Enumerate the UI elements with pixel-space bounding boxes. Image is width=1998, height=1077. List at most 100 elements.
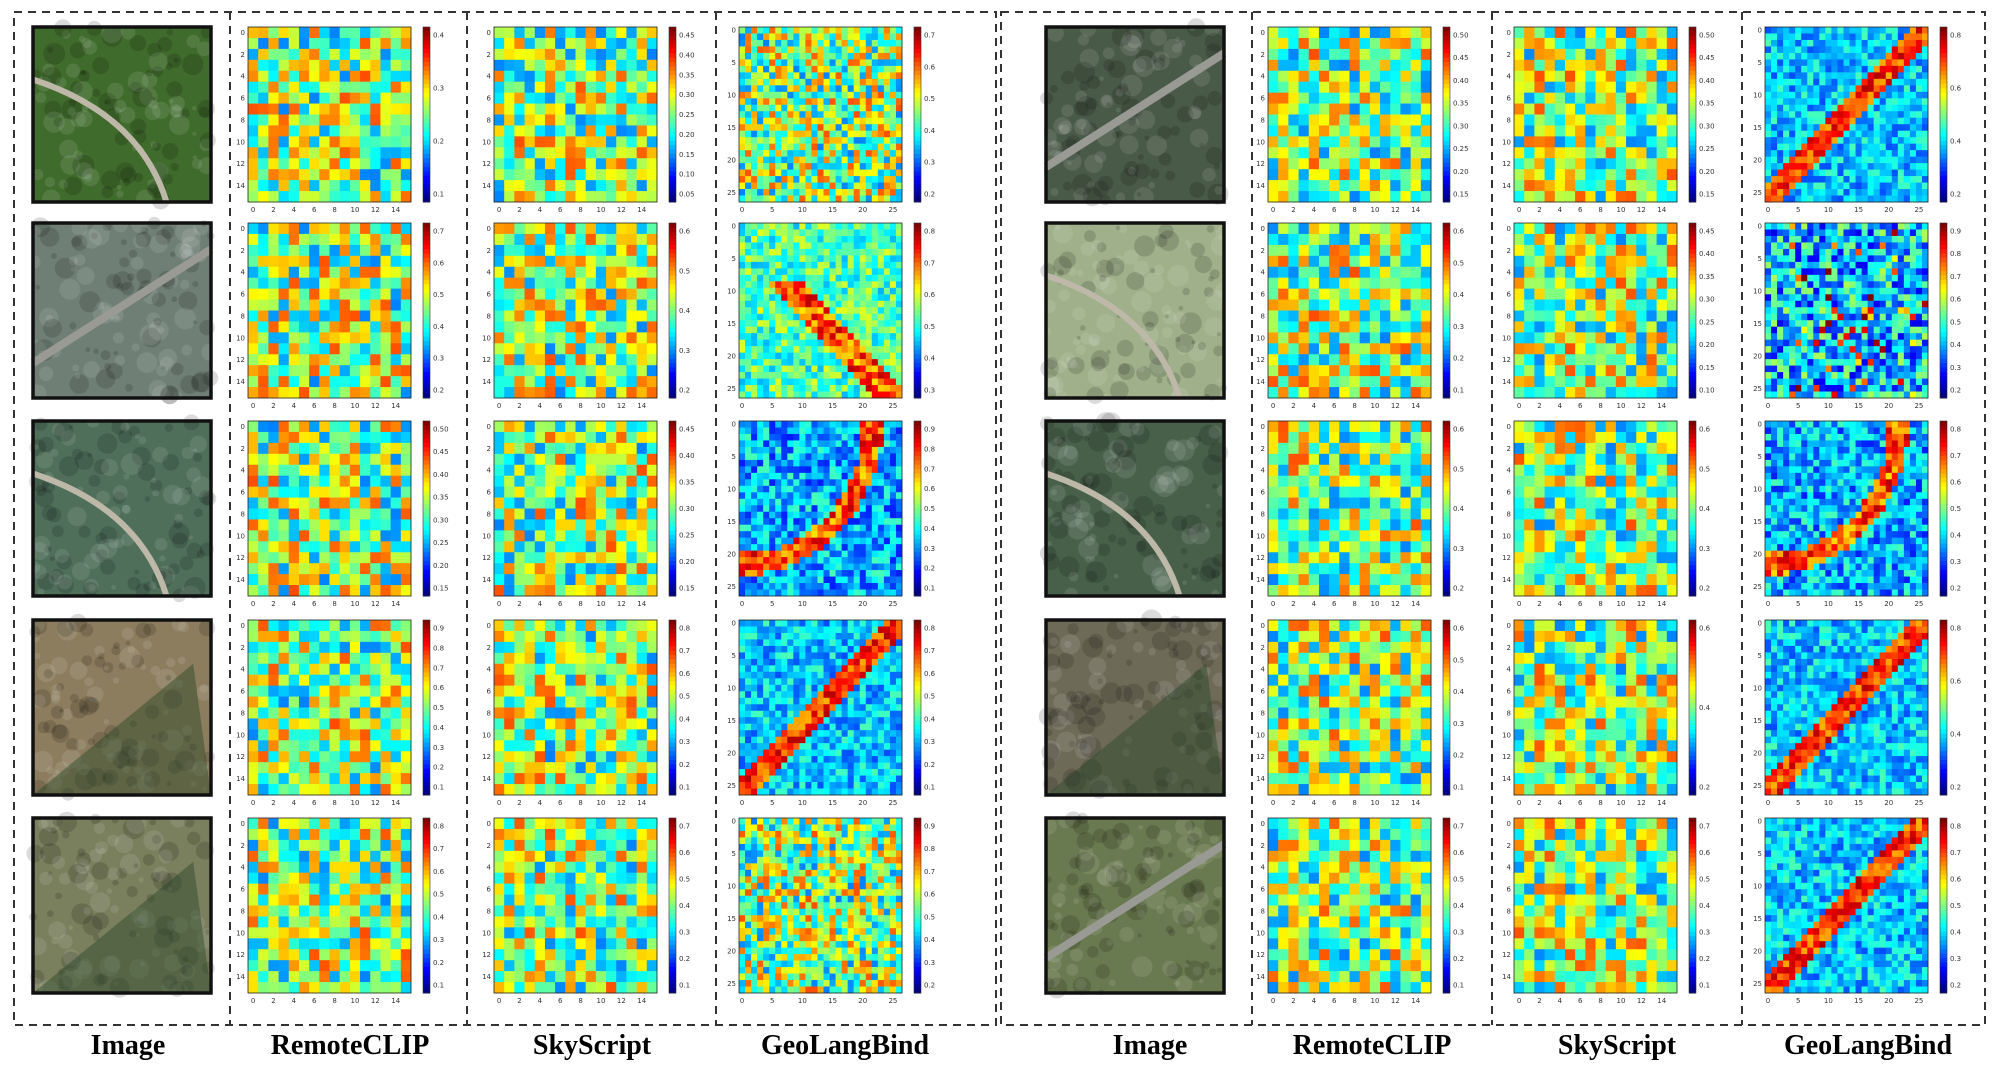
colorbar-tick-label: 0.5 (924, 323, 935, 331)
heatmap-cell (288, 365, 300, 377)
heatmap-cell (751, 46, 758, 54)
heatmap-cell (805, 391, 812, 399)
heatmap-cell (871, 235, 879, 243)
heatmap-cell (268, 663, 279, 676)
heatmap-cell (349, 288, 361, 300)
heatmap-cell (258, 37, 269, 50)
photo-texture-dot (54, 761, 70, 777)
heatmap-cell (829, 583, 836, 590)
photo-texture-dot (50, 705, 65, 719)
heatmap-cell (865, 261, 873, 269)
colorbar-segment (914, 499, 921, 505)
heatmap-cell (514, 169, 525, 181)
heatmap-cell (889, 511, 897, 519)
heatmap-cell (616, 125, 627, 137)
photo-texture-dot (125, 640, 131, 646)
heatmap-cell (616, 37, 627, 50)
heatmap-cell (360, 114, 371, 126)
heatmap-cell (841, 189, 849, 196)
heatmap-cell (514, 136, 525, 148)
heatmap-cell (847, 78, 855, 86)
heatmap-cell (555, 464, 566, 477)
heatmap-cell (319, 169, 330, 181)
heatmap-cell (248, 158, 259, 170)
heatmap-cell (877, 137, 885, 145)
colorbar-segment (669, 188, 676, 194)
heatmap-cell (775, 453, 782, 461)
heatmap-cell (883, 52, 891, 60)
heatmap-cell (751, 59, 758, 67)
heatmap-cell (494, 442, 505, 455)
heatmap-cell (504, 191, 515, 203)
heatmap-cell (835, 59, 843, 67)
colorbar-segment (914, 425, 921, 431)
colorbar-segment (669, 97, 676, 102)
y-tick-label: 0 (732, 27, 736, 35)
heatmap-cell (799, 550, 806, 558)
heatmap-cell (775, 78, 782, 86)
heatmap-cell (823, 518, 830, 526)
colorbar-segment (423, 175, 430, 181)
colorbar-segment (914, 464, 921, 470)
heatmap-cell (268, 299, 279, 311)
colorbar-segment (669, 328, 676, 333)
photo-texture-dot (60, 155, 80, 175)
heatmap-cell (769, 307, 776, 315)
heatmap-cell (606, 288, 617, 300)
colorbar-segment (914, 227, 921, 233)
heatmap-cell (805, 537, 812, 545)
heatmap-cell (853, 365, 861, 373)
colorbar-segment (423, 358, 430, 364)
heatmap-cell (739, 111, 746, 119)
heatmap-cell (595, 497, 607, 509)
heatmap-cell (349, 652, 361, 665)
heatmap-cell (575, 180, 587, 192)
photo-texture-dot (93, 348, 99, 355)
heatmap-cell (329, 310, 341, 322)
heatmap-cell (544, 288, 556, 300)
heatmap-cell (859, 59, 867, 67)
heatmap-cell (799, 235, 806, 243)
heatmap-cell (390, 288, 402, 300)
heatmap-cell (895, 268, 903, 276)
heatmap-cell (811, 313, 818, 321)
heatmap-cell (349, 519, 361, 531)
heatmap-cell (835, 124, 843, 132)
colorbar-frame (668, 420, 677, 597)
heatmap-cell (889, 440, 897, 448)
heatmap-cell (775, 446, 782, 454)
heatmap-cell (288, 630, 300, 643)
photo-texture-dot (141, 748, 160, 767)
heatmap-cell (871, 281, 879, 289)
heatmap-cell (835, 130, 843, 138)
heatmap-cell (799, 359, 806, 366)
heatmap-cell (751, 459, 758, 467)
heatmap-cell (248, 365, 259, 377)
heatmap-cell (877, 104, 885, 112)
colorbar-segment (669, 180, 676, 186)
photo-texture-dot (45, 314, 53, 322)
heatmap-cell (787, 229, 794, 237)
heatmap-cell (769, 433, 776, 441)
heatmap-cell (258, 332, 269, 344)
heatmap-cell (745, 544, 752, 552)
heatmap-cell (739, 294, 746, 302)
heatmap-cell (751, 39, 758, 47)
heatmap-cell (883, 72, 891, 80)
heatmap-cell (895, 492, 903, 500)
heatmap-cell (339, 114, 351, 126)
heatmap-cell (787, 433, 794, 441)
heatmap-cell (339, 158, 351, 170)
heatmap-cell (859, 229, 867, 237)
heatmap-cell (751, 189, 758, 196)
heatmap-cell (805, 274, 812, 282)
heatmap-cell (555, 147, 566, 159)
heatmap-cell (319, 620, 330, 632)
photo-texture-dot (186, 34, 200, 48)
heatmap-cell (646, 376, 658, 388)
heatmap-cell (841, 346, 849, 354)
heatmap-cell (298, 387, 310, 399)
photo-texture-dot (114, 107, 122, 115)
heatmap-cell (646, 70, 658, 83)
heatmap-cell (248, 180, 259, 192)
